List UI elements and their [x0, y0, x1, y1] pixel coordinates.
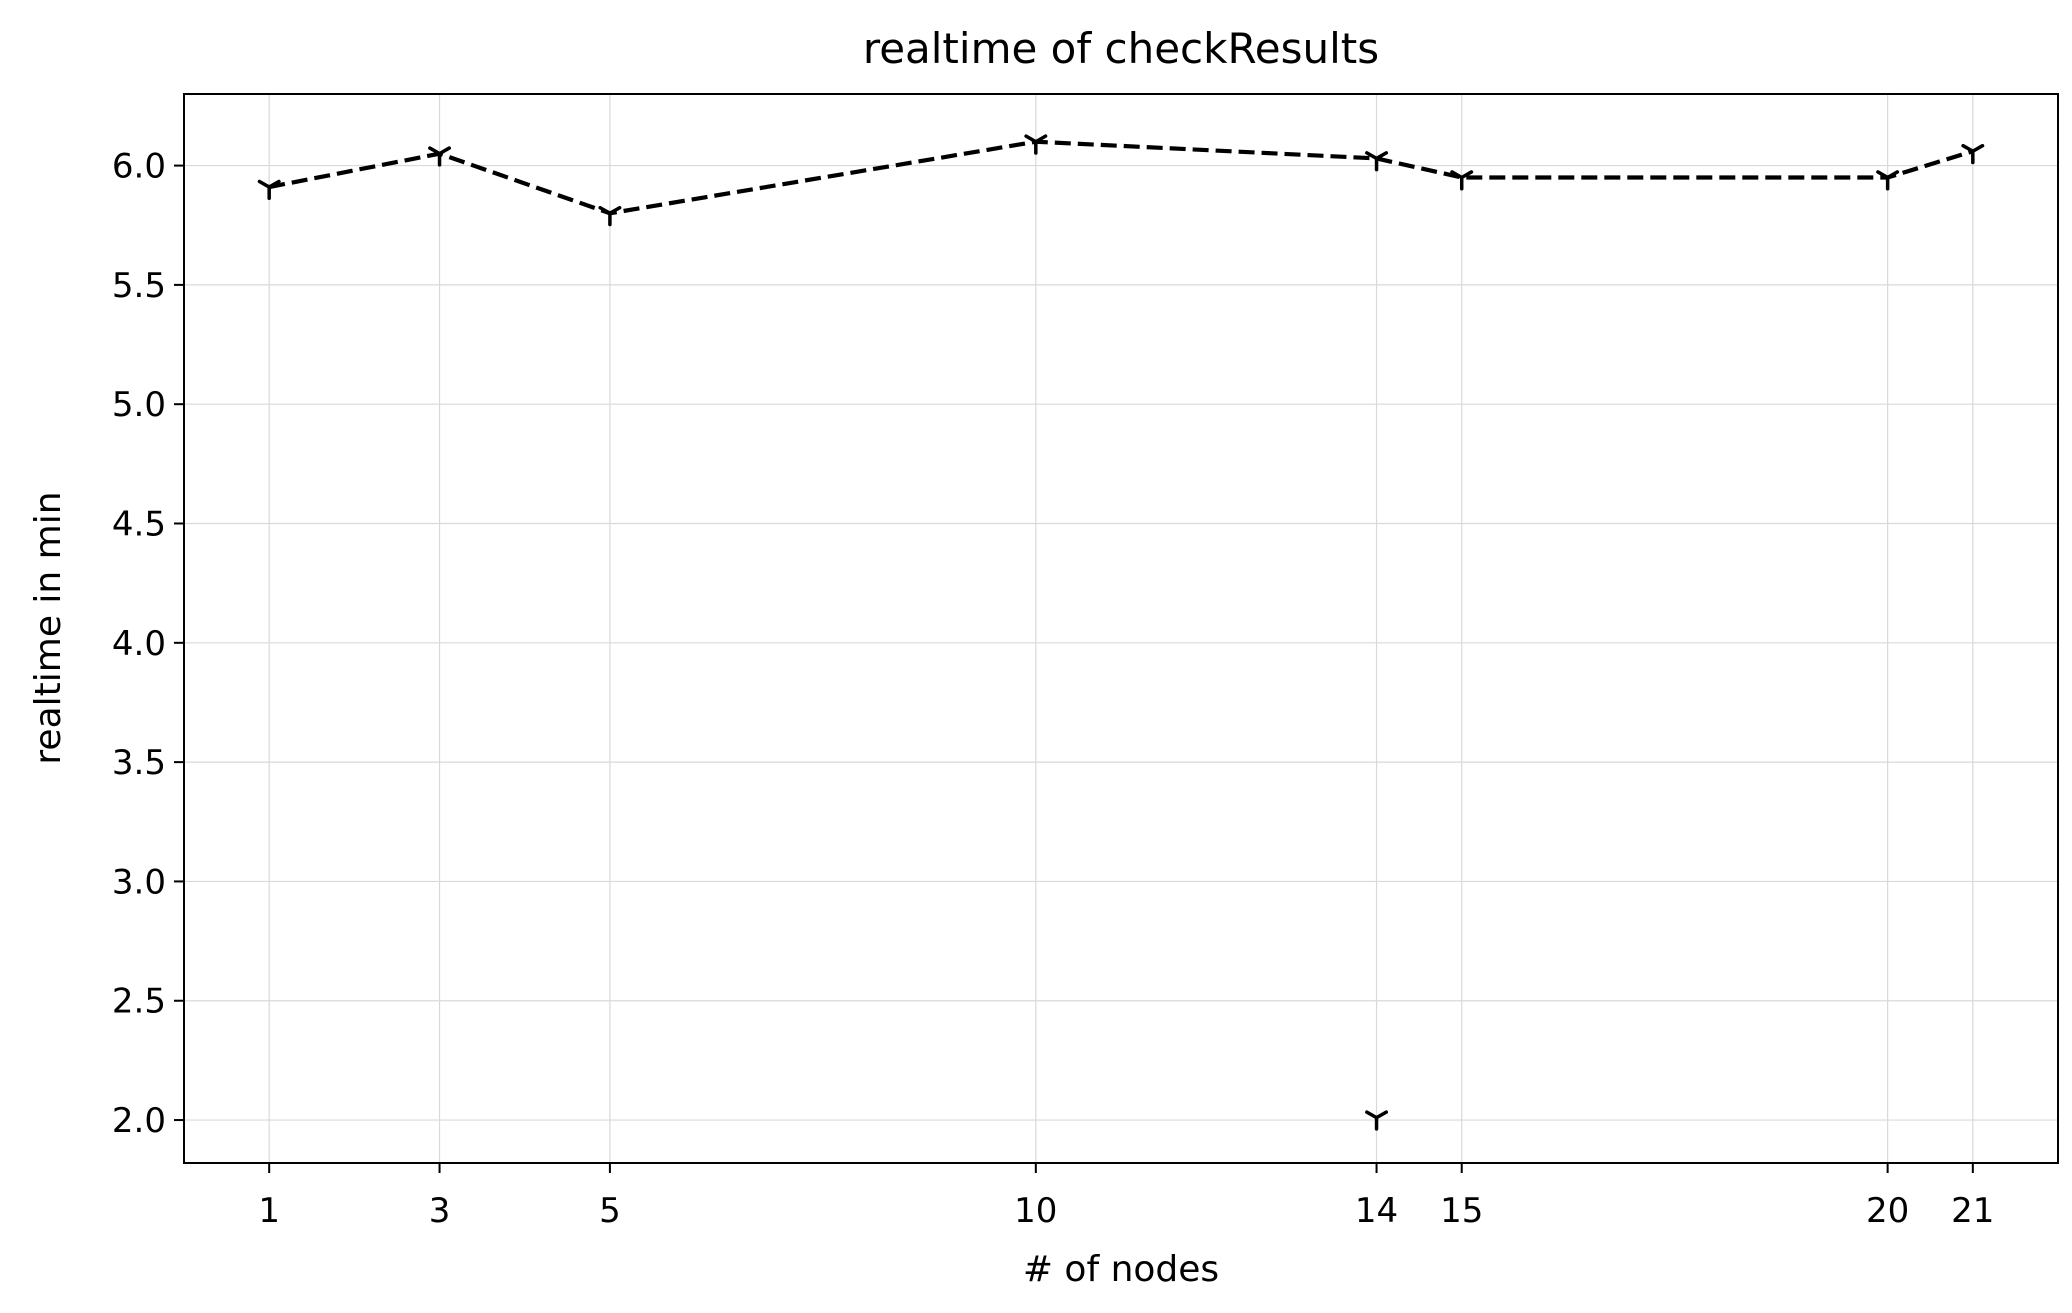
data-point-marker — [1876, 170, 1900, 191]
x-tick-label: 20 — [1866, 1191, 1909, 1231]
x-axis-ticks: 1 3 5 10 14 15 20 21 — [258, 1163, 1994, 1231]
x-tick-label: 3 — [429, 1191, 451, 1231]
y-tick-label: 6.0 — [112, 147, 166, 187]
x-tick-label: 10 — [1014, 1191, 1057, 1231]
data-point-marker — [1961, 143, 1985, 165]
y-tick-label: 5.5 — [112, 266, 166, 306]
series — [268, 139, 1974, 216]
data-point-marker — [1365, 151, 1389, 172]
x-tick-label: 15 — [1440, 1191, 1483, 1231]
y-tick-label: 3.0 — [112, 862, 166, 902]
y-axis-ticks: 2.0 2.5 3.0 3.5 4.0 4.5 5.0 5.5 6.0 — [112, 147, 184, 1141]
y-tick-label: 2.0 — [112, 1101, 166, 1141]
x-tick-label: 5 — [599, 1191, 621, 1231]
y-tick-label: 4.5 — [112, 505, 166, 545]
grid — [184, 94, 2058, 1163]
data-point-marker — [428, 146, 452, 167]
data-point-marker — [257, 179, 281, 201]
chart-title: realtime of checkResults — [863, 24, 1379, 73]
markers — [257, 134, 1985, 1131]
x-axis-label: # of nodes — [1023, 1249, 1219, 1290]
plot-frame — [183, 93, 2059, 1164]
y-axis-label: realtime in min — [28, 491, 69, 764]
data-point-marker — [598, 205, 622, 227]
series-line — [268, 139, 1974, 216]
y-tick-label: 5.0 — [112, 385, 166, 425]
data-point-marker — [1024, 134, 1048, 155]
data-point-marker — [1365, 1110, 1389, 1131]
x-tick-label: 1 — [258, 1191, 280, 1231]
x-tick-label: 21 — [1951, 1191, 1994, 1231]
y-tick-label: 3.5 — [112, 743, 166, 783]
x-tick-label: 14 — [1355, 1191, 1398, 1231]
y-tick-label: 4.0 — [112, 624, 166, 664]
y-tick-label: 2.5 — [112, 982, 166, 1022]
data-point-marker — [1450, 170, 1474, 191]
